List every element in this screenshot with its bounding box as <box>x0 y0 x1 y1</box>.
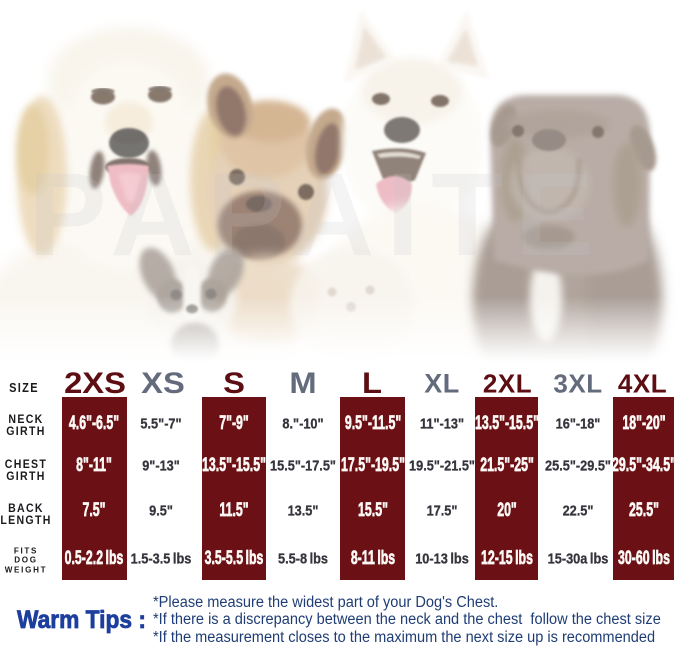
svg-text:PAPAITE: PAPAITE <box>28 149 606 281</box>
